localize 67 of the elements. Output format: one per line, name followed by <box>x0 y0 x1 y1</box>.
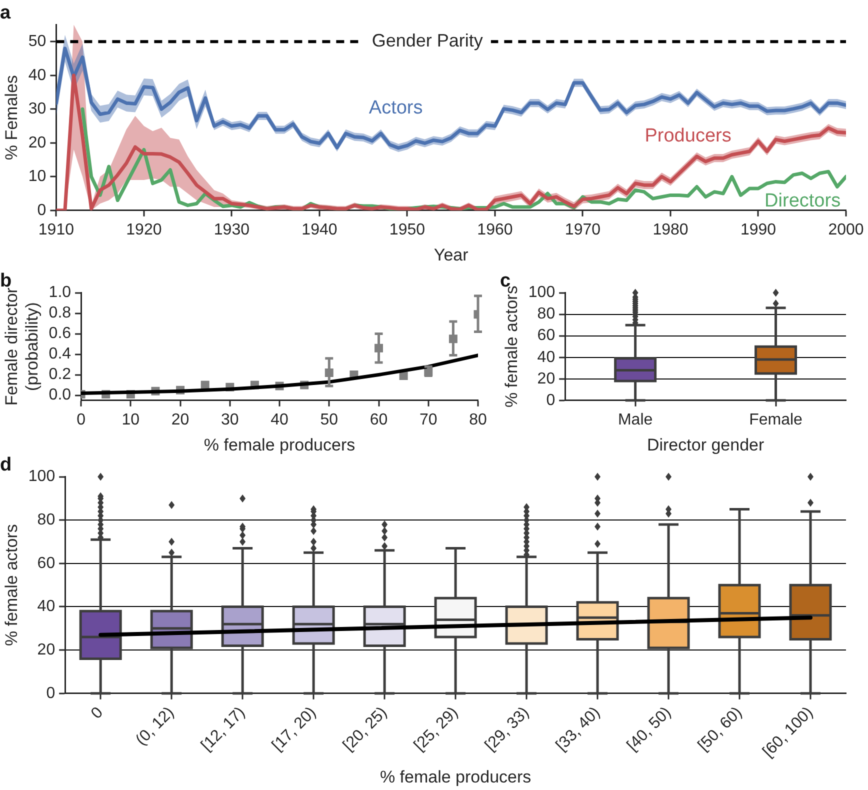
x-tick-label: Male <box>618 411 653 428</box>
x-tick-label: 1990 <box>740 221 776 238</box>
x-tick-label: 1950 <box>389 221 426 238</box>
x-tick-label: 40 <box>270 411 289 428</box>
x-tick-label: 1960 <box>477 221 513 238</box>
y-tick-label: 20 <box>37 641 56 658</box>
x-tick-label: 20 <box>171 411 190 428</box>
x-tick-label: [40, 50) <box>624 704 674 754</box>
x-tick-label: 2000 <box>828 221 864 238</box>
y-tick-label: 10 <box>28 168 46 186</box>
y-tick-label: 80 <box>537 306 556 323</box>
x-tick-label: 1920 <box>126 221 162 238</box>
y-tick-label: 0 <box>546 392 556 409</box>
series-label: Actors <box>368 98 423 119</box>
y-tick-label: 40 <box>28 66 46 84</box>
x-tick-label: 30 <box>221 411 239 428</box>
y-tick-label: 50 <box>28 33 46 50</box>
y-tick-label: 0.6 <box>48 325 72 342</box>
x-axis-title: % female producers <box>204 435 356 454</box>
y-tick-label: 0 <box>46 684 56 702</box>
x-tick-label: [25, 29) <box>411 704 462 754</box>
y-tick-label: 0.2 <box>48 366 72 384</box>
x-axis-title: Year <box>434 245 469 264</box>
x-tick-label: 1910 <box>38 221 74 238</box>
chart-title: a <box>0 2 11 24</box>
x-tick-label: 1940 <box>302 221 338 238</box>
y-tick-label: 30 <box>28 100 46 118</box>
y-tick-label: 20 <box>28 134 46 152</box>
y-tick-label: 40 <box>37 598 56 616</box>
y-tick-label: 20 <box>537 370 556 388</box>
y-tick-label: 0.4 <box>48 346 72 363</box>
x-tick-label: 1930 <box>214 221 250 238</box>
x-tick-label: 70 <box>419 411 438 428</box>
x-tick-label: 1980 <box>652 221 688 238</box>
x-axis-title: Director gender <box>646 435 764 454</box>
y-tick-label: 60 <box>537 327 556 344</box>
y-tick-label: 0.0 <box>48 386 72 404</box>
x-tick-label: [20, 25) <box>340 704 390 754</box>
series-label: Directors <box>764 190 841 212</box>
x-tick-label: 1970 <box>564 221 601 238</box>
x-tick-label: 0 <box>88 704 107 722</box>
x-tick-label: 80 <box>469 411 487 428</box>
x-tick-label: 10 <box>122 411 140 428</box>
x-tick-label: Female <box>749 411 803 428</box>
y-tick-label: 80 <box>37 512 56 529</box>
y-tick-label: 0.8 <box>48 304 72 322</box>
y-tick-label: 100 <box>528 284 556 302</box>
ref-line-label: Gender Parity <box>372 30 483 51</box>
x-axis-title: % female producers <box>380 767 532 786</box>
x-tick-label: 0 <box>76 411 86 428</box>
y-axis-title: % female actors <box>2 524 21 646</box>
x-tick-label: [33, 40) <box>553 704 604 754</box>
y-tick-label: 0 <box>37 202 46 219</box>
x-tick-label: (0, 12) <box>132 704 178 749</box>
y-axis-title: % Females <box>2 75 21 160</box>
y-tick-label: 60 <box>37 554 56 572</box>
series-label: Producers <box>644 125 732 146</box>
x-tick-label: 60 <box>370 411 388 428</box>
x-tick-label: [12, 17) <box>198 704 249 754</box>
x-tick-label: [50, 60) <box>695 704 746 754</box>
x-tick-label: [29, 33) <box>482 704 532 754</box>
y-tick-label: 100 <box>28 468 56 486</box>
x-tick-label: [17, 20) <box>269 704 320 754</box>
x-tick-label: 50 <box>320 411 338 428</box>
y-tick-label: 1.0 <box>48 284 72 302</box>
chart-title: d <box>0 454 12 476</box>
y-tick-label: 40 <box>537 348 556 366</box>
